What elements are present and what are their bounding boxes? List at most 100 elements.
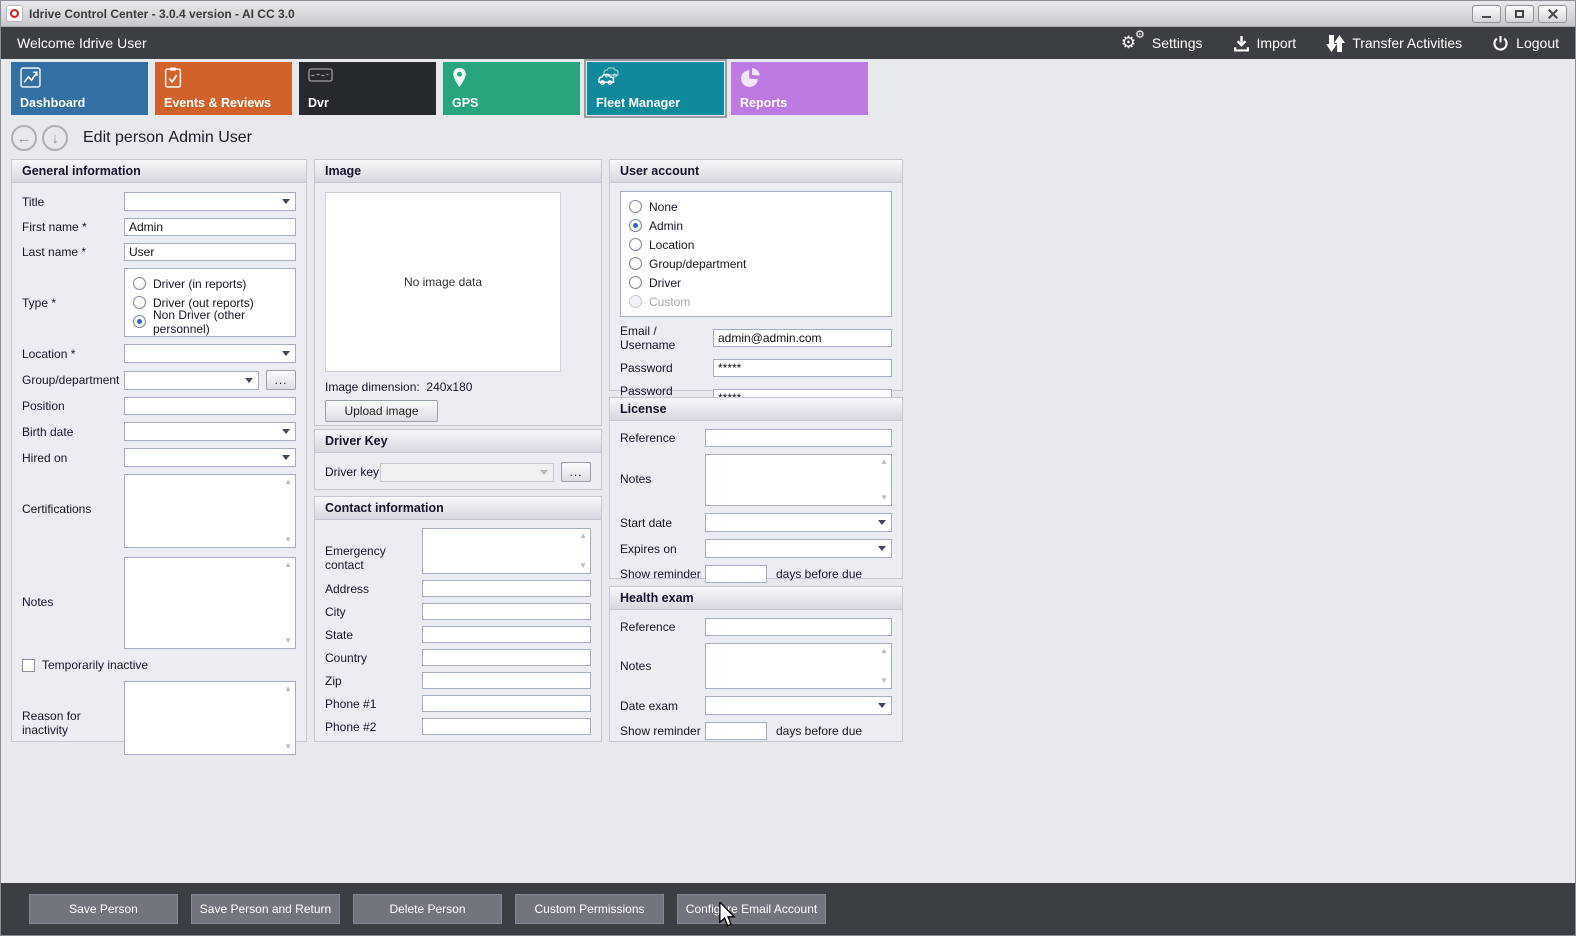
role-option-none[interactable]: None — [629, 197, 883, 216]
driver-key-browse-button[interactable]: ... — [561, 462, 591, 482]
certifications-textarea[interactable]: ▲ ▼ — [124, 474, 296, 548]
health-date-exam-picker[interactable] — [705, 696, 892, 715]
role-option-driver[interactable]: Driver — [629, 273, 883, 292]
notes-textarea[interactable]: ▲ ▼ — [124, 557, 296, 649]
phone2-input[interactable] — [422, 718, 591, 735]
emergency-contact-textarea[interactable]: ▲ ▼ — [422, 528, 591, 574]
transfer-arrows-icon — [1326, 34, 1346, 52]
chevron-down-icon — [878, 520, 886, 525]
logout-button[interactable]: Logout — [1492, 35, 1559, 52]
state-input[interactable] — [422, 626, 591, 643]
temporarily-inactive-row: Temporarily inactive — [22, 658, 296, 672]
birth-date-picker[interactable] — [124, 422, 296, 441]
role-option-label: Location — [649, 237, 695, 252]
zip-input[interactable] — [422, 672, 591, 689]
license-start-date-picker[interactable] — [705, 513, 892, 532]
radio-icon — [629, 276, 642, 289]
title-combobox[interactable] — [124, 192, 296, 211]
tab-reports[interactable]: Reports — [731, 62, 868, 115]
import-button[interactable]: Import — [1233, 35, 1296, 52]
type-option-driver-out-reports[interactable]: Driver (out reports) — [133, 293, 287, 312]
configure-email-account-button[interactable]: Configure Email Account — [677, 894, 826, 924]
titlebar: Idrive Control Center - 3.0.4 version - … — [1, 1, 1575, 27]
scroll-down-icon[interactable]: ▼ — [284, 636, 292, 645]
scroll-down-icon[interactable]: ▼ — [284, 742, 292, 751]
download-icon — [1233, 35, 1249, 51]
position-input[interactable] — [124, 397, 296, 415]
email-label: Email / Username — [620, 324, 676, 352]
reason-inactivity-textarea[interactable]: ▲ ▼ — [124, 681, 296, 755]
license-reference-input[interactable] — [705, 429, 892, 447]
first-name-input[interactable] — [124, 218, 296, 236]
maximize-button[interactable] — [1505, 4, 1534, 23]
temporarily-inactive-checkbox[interactable] — [22, 658, 35, 672]
license-expires-picker[interactable] — [705, 539, 892, 558]
phone1-input[interactable] — [422, 695, 591, 712]
address-input[interactable] — [422, 580, 591, 597]
tab-dashboard[interactable]: Dashboard — [11, 62, 148, 115]
group-department-browse-button[interactable]: ... — [266, 370, 296, 390]
health-notes-textarea[interactable]: ▲ ▼ — [705, 643, 892, 689]
license-expires-row: Expires on — [620, 539, 892, 558]
scroll-down-button[interactable]: ↓ — [42, 125, 68, 151]
scroll-up-icon[interactable]: ▲ — [579, 531, 587, 540]
app-logo-icon — [6, 5, 23, 22]
license-notes-textarea[interactable]: ▲ ▼ — [705, 454, 892, 506]
hired-on-picker[interactable] — [124, 448, 296, 467]
license-expires-label: Expires on — [620, 541, 677, 556]
transfer-activities-button[interactable]: Transfer Activities — [1326, 34, 1462, 52]
upload-image-button[interactable]: Upload image — [325, 400, 438, 422]
scroll-down-icon[interactable]: ▼ — [880, 493, 888, 502]
email-input[interactable] — [713, 329, 892, 347]
group-department-combobox[interactable] — [124, 370, 259, 390]
notes-label: Notes — [22, 595, 54, 609]
driver-key-combobox — [380, 462, 554, 482]
role-option-group-department[interactable]: Group/department — [629, 254, 883, 273]
scroll-down-icon[interactable]: ▼ — [284, 535, 292, 544]
scroll-up-icon[interactable]: ▲ — [880, 457, 888, 466]
tab-fleet-manager[interactable]: Fleet Manager — [584, 59, 727, 118]
health-exam-panel: Health exam Reference Notes ▲ ▼ Date exam… — [609, 586, 903, 742]
scroll-down-icon[interactable]: ▼ — [579, 561, 587, 570]
first-name-row: First name * — [22, 218, 296, 236]
save-person-button[interactable]: Save Person — [29, 894, 178, 924]
position-row: Position — [22, 397, 296, 415]
tab-gps[interactable]: GPS — [443, 62, 580, 115]
close-button[interactable] — [1538, 4, 1567, 23]
health-reminder-input[interactable] — [705, 722, 767, 740]
delete-person-button[interactable]: Delete Person — [353, 894, 502, 924]
scroll-up-icon[interactable]: ▲ — [284, 477, 292, 486]
footer-action-bar: Save Person Save Person and Return Delet… — [1, 883, 1575, 935]
role-option-location[interactable]: Location — [629, 235, 883, 254]
last-name-input[interactable] — [124, 243, 296, 261]
role-option-admin[interactable]: Admin — [629, 216, 883, 235]
health-date-exam-label: Date exam — [620, 698, 679, 713]
role-option-label: Driver — [649, 275, 681, 290]
scroll-down-icon[interactable]: ▼ — [880, 676, 888, 685]
type-option-non-driver[interactable]: Non Driver (other personnel) — [133, 308, 287, 336]
scroll-up-icon[interactable]: ▲ — [880, 646, 888, 655]
country-input[interactable] — [422, 649, 591, 666]
tab-dashboard-label: Dashboard — [20, 96, 86, 110]
health-reference-input[interactable] — [705, 618, 892, 636]
settings-button[interactable]: ⚙ ⚙ Settings — [1120, 29, 1203, 54]
save-person-return-button[interactable]: Save Person and Return — [191, 894, 340, 924]
license-reminder-input[interactable] — [705, 565, 767, 583]
birth-date-row: Birth date — [22, 422, 296, 441]
password-input[interactable] — [713, 359, 892, 377]
pie-chart-icon — [741, 68, 760, 87]
city-input[interactable] — [422, 603, 591, 620]
tab-events-reviews[interactable]: Events & Reviews — [155, 62, 292, 115]
tab-dvr[interactable]: Dvr — [299, 62, 436, 115]
scroll-up-icon[interactable]: ▲ — [284, 560, 292, 569]
back-button[interactable]: ← — [11, 125, 37, 151]
gears-icon: ⚙ ⚙ — [1120, 29, 1145, 52]
location-combobox[interactable] — [124, 344, 296, 363]
scroll-up-icon[interactable]: ▲ — [284, 684, 292, 693]
custom-permissions-button[interactable]: Custom Permissions — [515, 894, 664, 924]
close-icon — [1548, 9, 1558, 19]
type-option-driver-in-reports[interactable]: Driver (in reports) — [133, 274, 287, 293]
driver-key-header: Driver Key — [315, 430, 601, 453]
minimize-button[interactable] — [1472, 4, 1501, 23]
chevron-down-icon — [282, 351, 290, 356]
